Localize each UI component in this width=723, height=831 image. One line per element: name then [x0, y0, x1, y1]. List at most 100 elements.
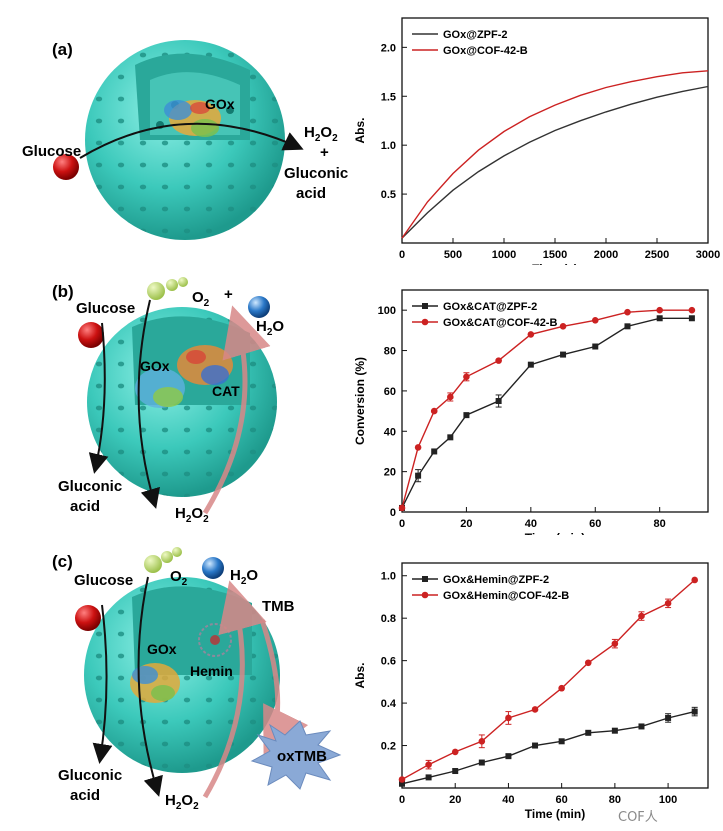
x-tick-label: 40: [502, 794, 514, 806]
plus-label-b: +: [224, 286, 233, 303]
gox-enzyme-b: [135, 368, 185, 408]
o2-bubble-mid-c: [161, 551, 173, 563]
y-tick-label: 0.6: [381, 656, 396, 668]
data-point: [624, 308, 631, 316]
y-tick-label: 1.0: [381, 571, 396, 583]
h2o2-label-b: H2O2: [175, 505, 209, 525]
data-point: [585, 729, 592, 736]
y-tick-label: 100: [378, 305, 396, 317]
h2o-label-b: H2O: [256, 318, 284, 338]
gox-enzyme-a: [164, 100, 221, 137]
series-line-2: [401, 70, 709, 239]
legend-label: GOx&CAT@ZPF-2: [443, 301, 537, 313]
data-point: [505, 753, 512, 760]
legend-marker: [422, 303, 428, 309]
acid-label-b: acid: [70, 498, 100, 515]
panel-tag-c: (c): [52, 552, 73, 571]
x-tick-label: 1000: [492, 249, 516, 261]
data-point: [398, 504, 406, 512]
gluconic-label-b: Gluconic: [58, 478, 122, 495]
data-point: [447, 393, 454, 401]
y-tick-label: 2.0: [381, 42, 396, 54]
x-tick-label: 2000: [594, 249, 618, 261]
mof-sphere-c: [84, 577, 280, 773]
plus-label-a: +: [320, 144, 329, 161]
y-axis-label: Abs.: [353, 117, 367, 143]
data-point: [664, 600, 672, 607]
data-point: [415, 472, 422, 479]
data-point: [591, 316, 599, 324]
x-axis-label: Time (s): [532, 262, 578, 265]
chart-b: 0 20 40 60 80 0 20 40 60 80 100 Time (min) Conversio…: [353, 289, 709, 535]
data-point: [624, 323, 631, 330]
x-tick-label: 20: [460, 518, 472, 530]
y-tick-label: 1.0: [381, 140, 396, 152]
h2o2-to-water-arrow-b: [202, 305, 271, 515]
o2-bubble-large-c: [144, 555, 162, 573]
y-tick-label: 0: [390, 507, 396, 519]
x-tick-label: 60: [556, 794, 568, 806]
glucose-molecule-a: [53, 154, 79, 180]
glucose-molecule-c: [75, 605, 101, 631]
x-tick-label: 2500: [645, 249, 669, 261]
data-point: [688, 306, 696, 314]
data-point: [527, 331, 535, 338]
water-molecule-b: [248, 296, 270, 318]
y-tick-label: 80: [384, 346, 396, 358]
o2-arrow-c: [137, 576, 163, 797]
h2o-label-c: H2O: [230, 567, 258, 587]
gox-enzyme-c: [130, 663, 180, 703]
water-molecule-c: [202, 557, 224, 579]
data-point: [495, 357, 502, 364]
data-point: [656, 315, 663, 322]
o2-arrow-b: [137, 299, 160, 509]
plot-frame: [401, 289, 709, 513]
mof-sphere-b: [87, 307, 277, 497]
data-point: [399, 780, 405, 787]
glucose-label-a: Glucose: [22, 143, 81, 160]
cat-enzyme-b: [177, 345, 233, 385]
plot-frame: [401, 562, 709, 789]
panel-tag-a: (a): [52, 40, 73, 59]
gox-label-b: GOx: [140, 358, 170, 374]
legend-label: GOx&Hemin@ZPF-2: [443, 574, 549, 586]
hemin-molecule-c: [198, 623, 232, 657]
oxtmb-label-c: oxTMB: [277, 748, 327, 765]
scheme-a: (a) Glucose GOx H2O2 + Gluconic acid: [22, 40, 348, 240]
gluconic-label-a: Gluconic: [284, 165, 348, 182]
data-point: [425, 761, 432, 768]
glucose-arrow-b: [88, 322, 109, 474]
o2-bubble-small-c: [172, 547, 182, 557]
y-tick-label: 0.8: [381, 613, 396, 625]
x-tick-label: 0: [399, 249, 405, 261]
panel-tag-b: (b): [52, 282, 74, 301]
x-tick-label: 40: [525, 518, 537, 530]
legend-label: GOx@COF-42-B: [443, 45, 528, 57]
h2o2-to-water-arrow-c: [202, 580, 267, 799]
y-tick-label: 20: [384, 467, 396, 479]
legend-label: GOx&CAT@COF-42-B: [443, 317, 557, 329]
data-point: [558, 684, 565, 692]
data-point: [665, 714, 672, 721]
series-line-1: [401, 85, 709, 239]
o2-bubble-mid-b: [166, 279, 178, 291]
data-point: [611, 727, 618, 734]
data-point: [431, 448, 438, 455]
tmb-label-c: TMB: [262, 598, 295, 615]
x-tick-label: 100: [659, 794, 677, 806]
data-point: [451, 748, 459, 756]
panel-b: (b) Glucose O2 + H2O GOx CAT: [0, 265, 723, 535]
y-tick-label: 0.2: [381, 741, 396, 753]
data-point: [430, 407, 438, 415]
data-point: [559, 323, 567, 330]
data-point: [463, 412, 470, 419]
glucose-label-c: Glucose: [74, 572, 133, 589]
data-point: [638, 723, 645, 730]
gox-label-a: GOx: [205, 96, 235, 112]
reaction-arrow-a: [79, 122, 304, 159]
chart-a: 0 500 1000 1500 2000 2500 3000 0.5 1.0 1.5 2.0 Time…: [353, 17, 720, 265]
data-point: [656, 306, 663, 314]
scheme-c: (c) Glucose O2 H2O TMB GOx: [52, 547, 342, 812]
x-tick-label: 80: [654, 518, 666, 530]
legend-marker: [421, 591, 429, 599]
